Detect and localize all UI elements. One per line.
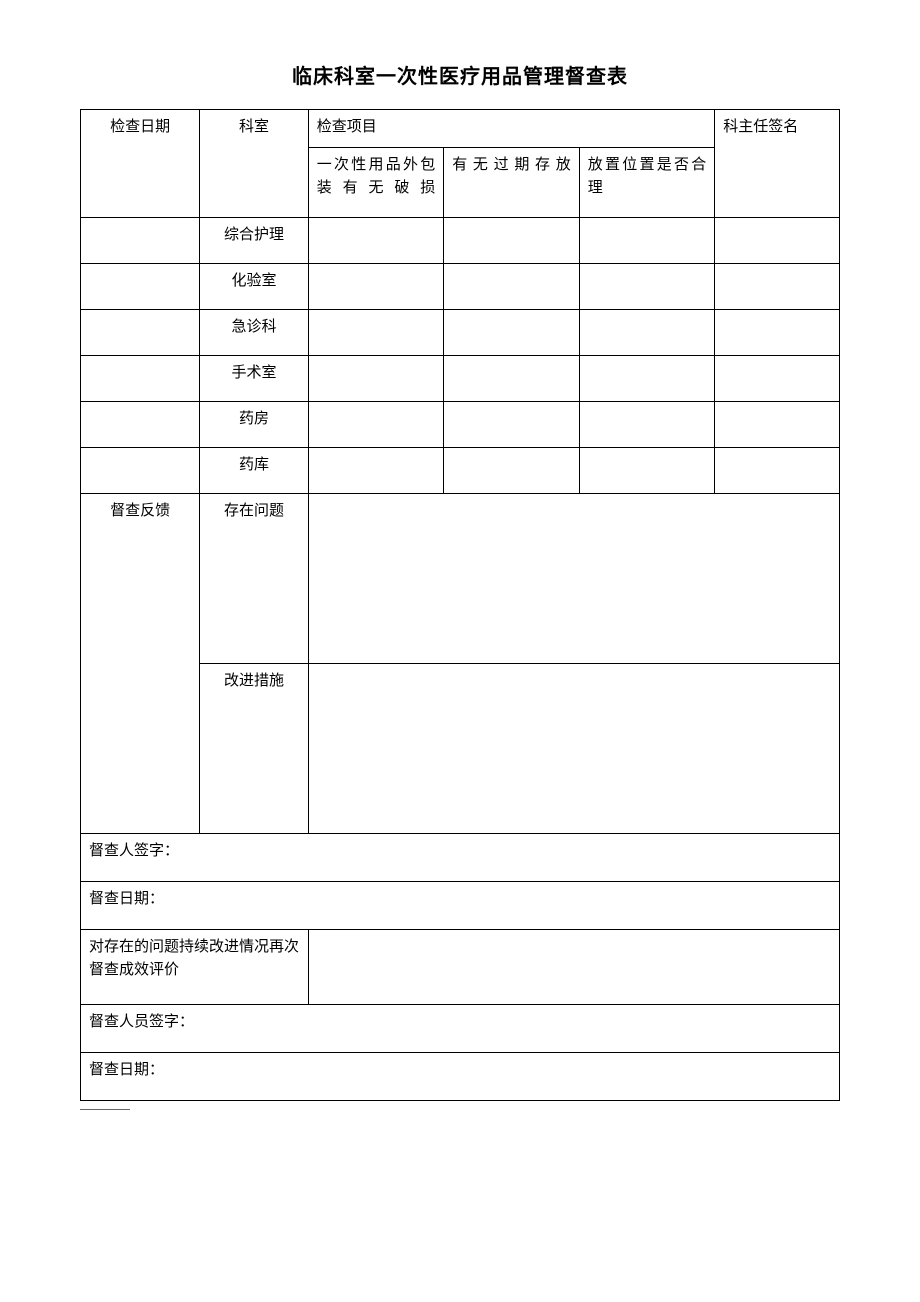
dept-row: 急诊科 [81, 310, 840, 356]
inspection-date-label: 督查日期： [81, 882, 840, 930]
feedback-label: 督查反馈 [81, 494, 200, 834]
improvements-content [308, 664, 839, 834]
cell-date [81, 264, 200, 310]
dept-row: 化验室 [81, 264, 840, 310]
inspection-date-row: 督查日期： [81, 882, 840, 930]
cell-check1 [308, 264, 444, 310]
subheader-check3: 放置位置是否合理 [579, 148, 715, 218]
cell-check1 [308, 218, 444, 264]
inspector-sig-label: 督查人签字： [81, 834, 840, 882]
dept-row: 药库 [81, 448, 840, 494]
subheader-check2: 有无过期存放 [444, 148, 580, 218]
inspector-sig-row: 督查人签字： [81, 834, 840, 882]
cell-date [81, 448, 200, 494]
cell-check1 [308, 310, 444, 356]
cell-check3 [579, 218, 715, 264]
cell-dept: 综合护理 [200, 218, 308, 264]
cell-dept: 药房 [200, 402, 308, 448]
inspector-sig2-label: 督查人员签字： [81, 1005, 840, 1053]
cell-check1 [308, 402, 444, 448]
header-date: 检查日期 [81, 110, 200, 218]
cell-dept: 急诊科 [200, 310, 308, 356]
cell-sign [715, 310, 840, 356]
cell-check3 [579, 402, 715, 448]
problems-content [308, 494, 839, 664]
problems-label: 存在问题 [200, 494, 308, 664]
cell-sign [715, 448, 840, 494]
document-title: 临床科室一次性医疗用品管理督查表 [80, 60, 840, 89]
inspection-date2-label: 督查日期： [81, 1053, 840, 1101]
cell-check2 [444, 264, 580, 310]
continuous-improvement-row: 对存在的问题持续改进情况再次督查成效评价 [81, 930, 840, 1005]
improvements-label: 改进措施 [200, 664, 308, 834]
cell-sign [715, 218, 840, 264]
inspector-sig2-row: 督查人员签字： [81, 1005, 840, 1053]
dept-row: 综合护理 [81, 218, 840, 264]
header-signature: 科主任签名 [715, 110, 840, 218]
cell-check3 [579, 310, 715, 356]
cell-check3 [579, 264, 715, 310]
cell-sign [715, 402, 840, 448]
feedback-row: 督查反馈 存在问题 [81, 494, 840, 664]
header-row: 检查日期 科室 检查项目 科主任签名 [81, 110, 840, 148]
cell-sign [715, 356, 840, 402]
header-check-items: 检查项目 [308, 110, 715, 148]
cell-dept: 药库 [200, 448, 308, 494]
cell-check1 [308, 356, 444, 402]
cell-check2 [444, 448, 580, 494]
cell-check2 [444, 218, 580, 264]
inspection-table: 检查日期 科室 检查项目 科主任签名 一次性用品外包装有无破损 有无过期存放 放… [80, 109, 840, 1101]
cell-date [81, 218, 200, 264]
cell-check3 [579, 356, 715, 402]
cell-date [81, 402, 200, 448]
header-dept: 科室 [200, 110, 308, 218]
cell-check2 [444, 402, 580, 448]
cell-check1 [308, 448, 444, 494]
inspection-date2-row: 督查日期： [81, 1053, 840, 1101]
cell-check2 [444, 356, 580, 402]
cell-check3 [579, 448, 715, 494]
continuous-improvement-label: 对存在的问题持续改进情况再次督查成效评价 [81, 930, 309, 1005]
subheader-check1: 一次性用品外包装有无破损 [308, 148, 444, 218]
cell-dept: 手术室 [200, 356, 308, 402]
cell-check2 [444, 310, 580, 356]
cell-date [81, 356, 200, 402]
dept-row: 药房 [81, 402, 840, 448]
footer-rule [80, 1109, 130, 1110]
continuous-improvement-content [308, 930, 839, 1005]
cell-dept: 化验室 [200, 264, 308, 310]
cell-sign [715, 264, 840, 310]
dept-row: 手术室 [81, 356, 840, 402]
cell-date [81, 310, 200, 356]
